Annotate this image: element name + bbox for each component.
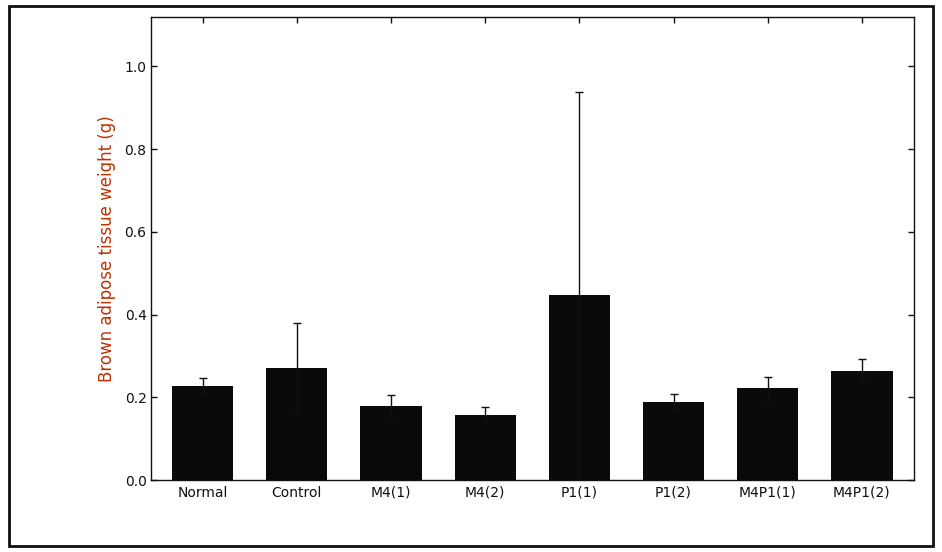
Bar [171, 386, 233, 480]
Bar [267, 368, 328, 480]
Bar [831, 370, 892, 480]
Bar [642, 402, 704, 480]
Bar [360, 406, 422, 480]
Bar [454, 415, 516, 480]
Bar [548, 295, 610, 480]
Y-axis label: Brown adipose tissue weight (g): Brown adipose tissue weight (g) [98, 115, 116, 382]
Bar [737, 389, 799, 480]
